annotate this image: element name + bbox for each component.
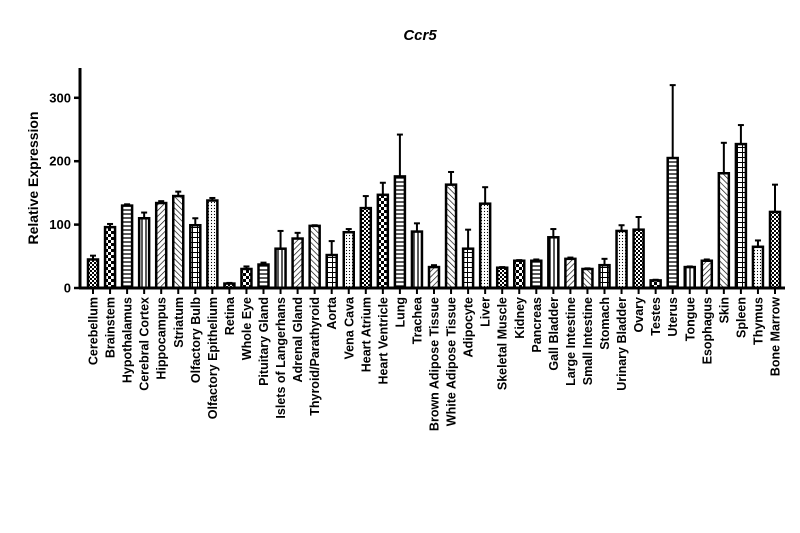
bar [342,230,355,290]
bar [223,282,236,290]
x-tick-label: Tongue [683,297,697,341]
x-tick-label: Aorta [325,296,339,330]
x-tick-label: Esophagus [700,297,714,364]
x-tick-label: Large Intestine [564,297,578,386]
bar [86,258,100,290]
bar [393,175,407,290]
bar [120,204,134,290]
bar [189,223,202,290]
x-tick-label: Testes [649,297,663,336]
bar [461,247,475,290]
bar [530,259,543,290]
x-tick-label: Small Intestine [581,297,595,385]
bar [410,230,424,290]
x-tick-label: White Adipose Tissue [445,297,459,426]
y-tick-label: 0 [64,281,71,296]
bar [240,267,253,290]
x-tick-label: Trachea [410,296,424,344]
bar [172,194,185,290]
bar [257,263,270,290]
y-tick-label: 100 [49,217,71,232]
x-tick-label: Whole Eye [240,297,254,360]
x-tick-label: Adrenal Gland [291,297,305,382]
x-tick-label: Kidney [513,297,527,339]
y-tick-label: 300 [49,90,71,105]
x-tick-label: Vena Cava [342,296,356,360]
bar [206,199,219,290]
x-tick-label: Bone Marrow [769,297,783,376]
bar [376,193,390,290]
x-tick-label: Pancreas [530,297,544,353]
y-axis-label: Relative Expression [25,111,41,244]
bar [683,265,696,290]
x-tick-label: Brainstem [104,297,118,358]
bar [734,142,748,290]
x-tick-label: Islets of Langerhans [274,297,288,419]
bar [564,257,577,290]
x-tick-label: Retina [223,296,237,335]
x-tick-label: Heart Atrium [359,297,373,372]
x-tick-label: Stomach [598,297,612,350]
bar [274,247,287,290]
bar [103,225,117,290]
x-tick-label: Thymus [751,297,765,345]
bar [649,279,662,290]
x-tick-label: Lung [393,297,407,328]
y-tick-label: 200 [49,154,71,169]
x-tick-label: Skeletal Muscle [496,297,510,390]
x-tick-label: Pituitary Gland [257,297,271,386]
x-tick-label: Hippocampus [155,297,169,380]
bar [427,265,441,290]
chart-title: Ccr5 [403,27,437,44]
bar [632,228,645,290]
bar [137,217,151,290]
bar [768,210,782,290]
bar [325,253,338,290]
bar [444,183,458,290]
x-tick-label: Spleen [734,297,748,338]
x-tick-label: Gall Bladder [547,297,561,371]
bar [308,224,321,290]
x-tick-label: Adipocyte [462,297,476,357]
bar [154,201,168,290]
x-tick-label: Urinary Bladder [615,297,629,391]
bar [495,266,509,290]
x-tick-label: Striatum [172,297,186,348]
x-tick-label: Heart Ventricle [376,297,390,385]
x-tick-label: Cerebral Cortex [138,297,152,391]
bar [666,156,679,290]
bar [581,267,594,290]
bar [717,171,731,290]
x-tick-label: Thyroid/Parathyroid [308,297,322,416]
bar [598,263,611,290]
x-tick-label: Hypothalamus [121,297,135,383]
bar [291,237,304,290]
bar [513,259,526,290]
x-tick-label: Brown Adipose Tissue [428,297,442,431]
x-tick-label: Olfactory Bulb [189,297,203,383]
bar [478,202,492,290]
x-tick-label: Skin [717,297,731,323]
x-tick-label: Cerebellum [87,297,101,365]
bar [751,245,765,290]
x-tick-label: Olfactory Epithelium [206,297,220,419]
bar [547,236,560,290]
bar [700,259,714,290]
x-tick-label: Ovary [632,297,646,332]
x-tick-label: Uterus [666,297,680,337]
x-tick-label: Liver [479,297,493,327]
bar [359,206,373,290]
bar [615,229,628,290]
